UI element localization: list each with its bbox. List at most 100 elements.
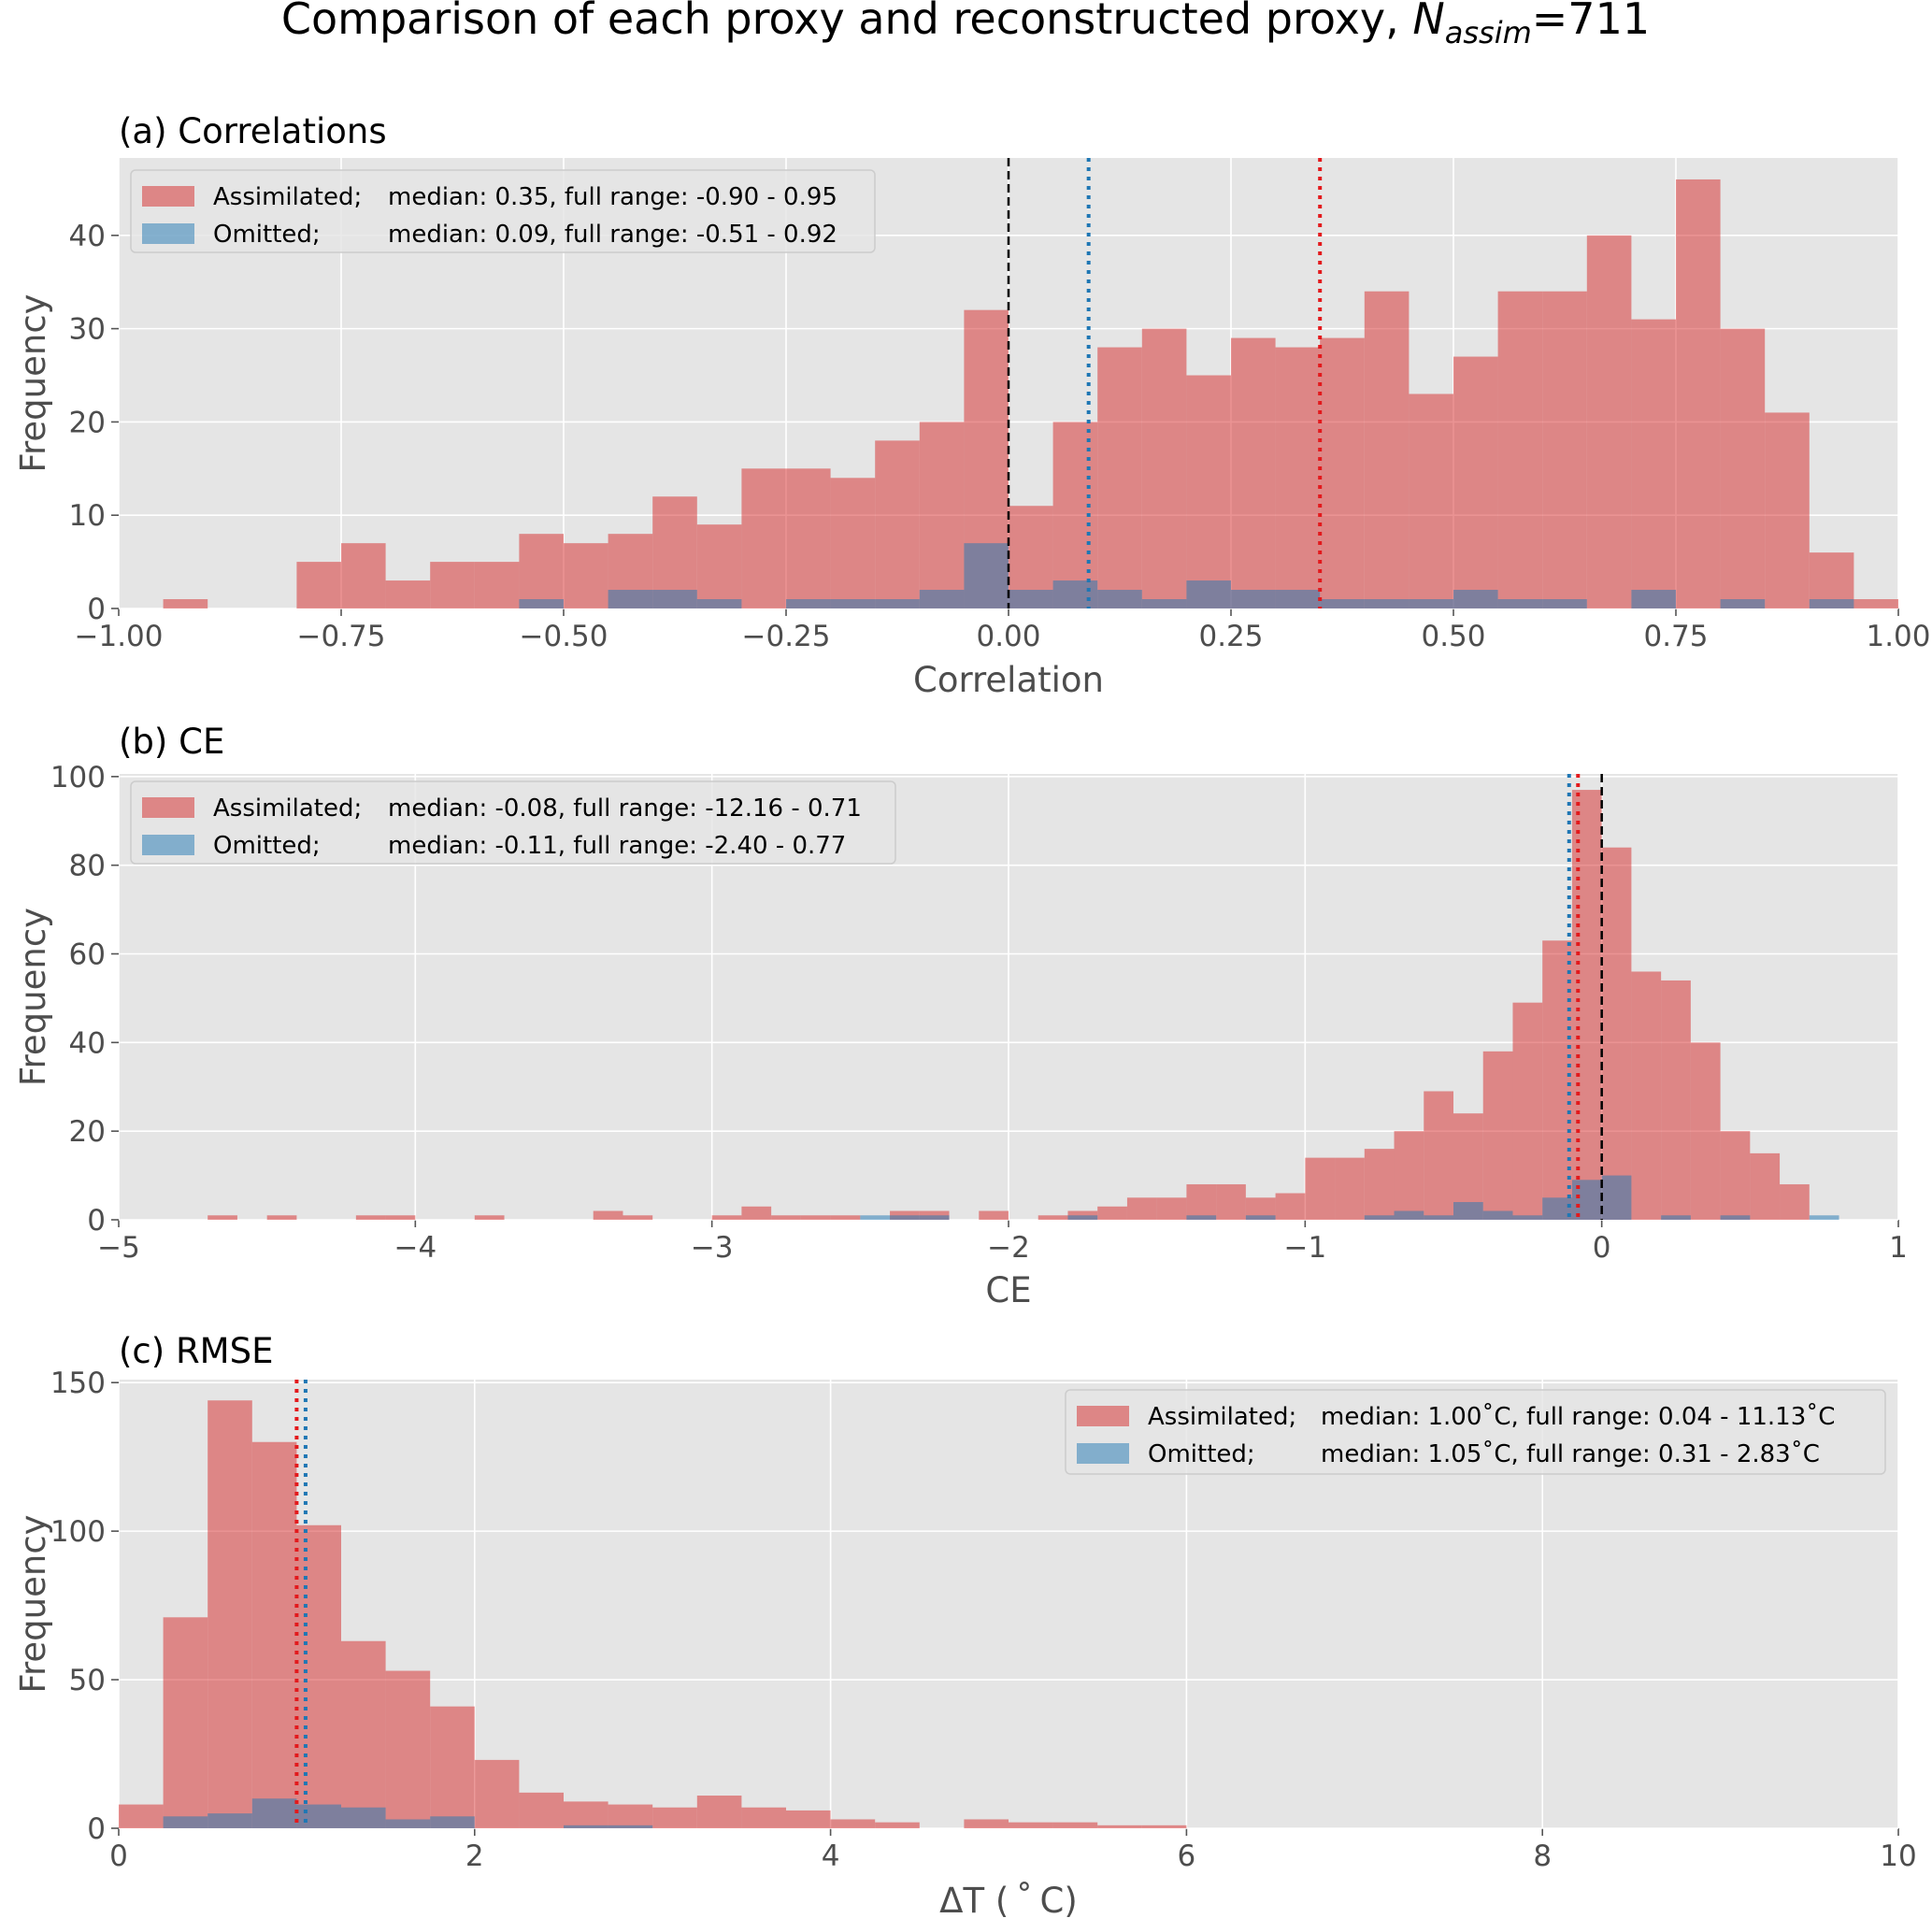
bar-assimilated — [430, 1706, 475, 1828]
bar-assimilated — [474, 562, 520, 608]
legend-swatch-omitted — [142, 835, 194, 855]
bar-omitted — [385, 1819, 431, 1828]
x-tick-label: −3 — [691, 1231, 734, 1265]
y-tick-label: 80 — [69, 850, 106, 883]
bar-assimilated — [1394, 1131, 1424, 1220]
x-tick-label: 0.25 — [1198, 620, 1263, 653]
x-tick-label: −1.00 — [75, 620, 164, 653]
legend-swatch-omitted — [142, 223, 194, 244]
series-assimilated — [119, 1400, 1187, 1828]
bar-assimilated — [564, 1801, 608, 1828]
y-tick-label: 50 — [69, 1664, 106, 1697]
x-tick-label: 0.75 — [1643, 620, 1708, 653]
bar-assimilated — [1216, 1184, 1246, 1220]
bar-assimilated — [593, 1210, 623, 1220]
bar-omitted — [1631, 590, 1676, 608]
legend-frame — [130, 169, 876, 253]
x-tick-label: 1.00 — [1866, 620, 1930, 653]
x-tick-label: 2 — [465, 1839, 484, 1873]
bar-assimilated — [786, 1810, 831, 1828]
bar-assimilated — [1424, 1091, 1453, 1220]
bar-omitted — [1809, 1215, 1839, 1220]
bar-assimilated — [1097, 1206, 1127, 1220]
bar-omitted — [1231, 590, 1276, 608]
bar-assimilated — [771, 1215, 801, 1220]
x-tick-label: −0.75 — [297, 620, 386, 653]
bar-omitted — [1661, 1215, 1691, 1220]
bar-omitted — [1364, 599, 1410, 608]
bar-assimilated — [1571, 790, 1602, 1220]
bar-assimilated — [1542, 291, 1587, 608]
series-omitted — [519, 543, 1854, 608]
legend-label: Assimilated; — [213, 794, 362, 823]
legend-stats: median: 0.35, full range: -0.90 - 0.95 — [388, 183, 837, 211]
bar-assimilated — [1231, 337, 1276, 608]
bar-assimilated — [385, 1215, 416, 1220]
bar-assimilated — [919, 422, 965, 608]
bar-assimilated — [1780, 1184, 1810, 1220]
x-tick-label: 0 — [109, 1839, 128, 1873]
bar-omitted — [890, 1215, 920, 1220]
legend: Assimilated; median: 1.00˚C, full range: … — [1065, 1389, 1886, 1475]
panel-title: (b) CE — [119, 722, 224, 762]
bar-omitted — [860, 1215, 891, 1220]
y-tick-label: 60 — [69, 938, 106, 972]
bar-omitted — [1809, 599, 1854, 608]
bar-assimilated — [1126, 1197, 1157, 1220]
bar-assimilated — [341, 1640, 386, 1828]
bar-assimilated — [296, 562, 341, 608]
bar-assimilated — [385, 1670, 431, 1828]
bar-omitted — [1245, 1215, 1276, 1220]
bar-omitted — [1409, 599, 1453, 608]
legend-label: Omitted; — [213, 832, 321, 860]
legend-label: Assimilated; — [1148, 1403, 1296, 1431]
bar-omitted — [1141, 599, 1187, 608]
y-tick-label: 40 — [69, 220, 106, 253]
bar-omitted — [1720, 1215, 1751, 1220]
bar-assimilated — [341, 543, 386, 608]
bar-assimilated — [1676, 179, 1721, 608]
bar-assimilated — [1009, 1822, 1053, 1828]
bar-assimilated — [875, 440, 920, 608]
bar-assimilated — [741, 468, 786, 608]
x-tick-label: 8 — [1533, 1839, 1552, 1873]
bar-assimilated — [519, 534, 564, 608]
bar-assimilated — [1364, 1149, 1395, 1220]
bar-omitted — [1394, 1210, 1424, 1220]
bar-omitted — [1542, 1197, 1572, 1220]
legend-frame — [1065, 1389, 1886, 1475]
bar-assimilated — [1097, 347, 1142, 608]
bar-omitted — [1542, 599, 1587, 608]
bar-assimilated — [830, 1215, 861, 1220]
bar-assimilated — [519, 1792, 564, 1828]
bar-assimilated — [786, 468, 831, 608]
bar-assimilated — [741, 1206, 772, 1220]
x-axis-label: Correlation — [913, 660, 1104, 700]
y-tick-label: 0 — [87, 1812, 106, 1846]
legend-stats: median: -0.08, full range: -12.16 - 0.71 — [388, 794, 862, 823]
x-tick-label: −5 — [97, 1231, 140, 1265]
bar-assimilated — [1275, 1193, 1306, 1220]
bar-omitted — [1453, 1202, 1483, 1220]
panel-title: (a) Correlations — [119, 111, 387, 151]
bar-omitted — [608, 1825, 653, 1828]
bar-assimilated — [1275, 347, 1321, 608]
x-tick-label: −0.50 — [520, 620, 608, 653]
y-tick-label: 100 — [50, 1515, 106, 1549]
bar-assimilated — [979, 1210, 1009, 1220]
bar-omitted — [1052, 580, 1098, 608]
y-tick-label: 0 — [87, 593, 106, 626]
legend-label: Assimilated; — [213, 183, 362, 211]
x-tick-label: −2 — [987, 1231, 1030, 1265]
legend: Assimilated; median: -0.08, full range: -… — [130, 780, 896, 865]
y-tick-label: 40 — [69, 1026, 106, 1060]
bar-omitted — [1320, 599, 1365, 608]
bar-omitted — [696, 599, 742, 608]
bar-omitted — [830, 599, 876, 608]
bar-assimilated — [696, 524, 742, 608]
bar-assimilated — [1631, 319, 1676, 608]
series-omitted — [860, 1175, 1839, 1220]
bar-assimilated — [1305, 1157, 1336, 1220]
bar-assimilated — [1320, 337, 1365, 608]
